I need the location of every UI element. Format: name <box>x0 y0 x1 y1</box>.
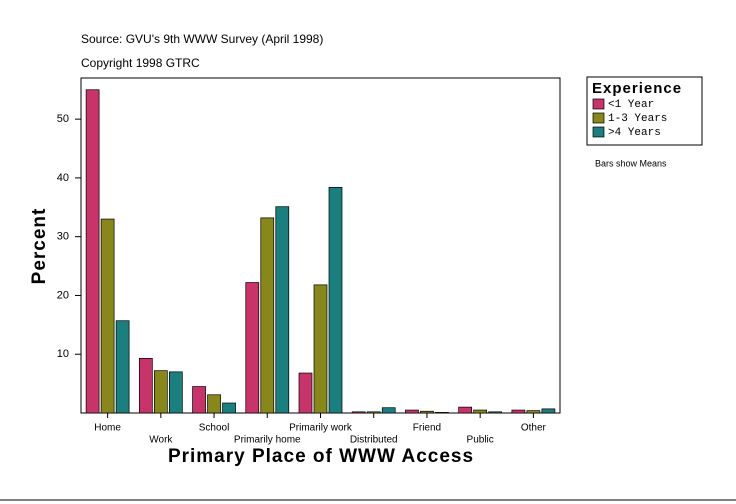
bar <box>115 320 130 414</box>
y-tick-label: 20 <box>57 289 69 301</box>
x-tick-label: Distributed <box>350 435 398 446</box>
bar <box>260 217 275 414</box>
bar <box>207 394 221 414</box>
x-tick-label: Home <box>94 423 121 434</box>
bar <box>222 402 236 414</box>
bar <box>168 371 183 414</box>
y-tick-label: 50 <box>57 113 69 125</box>
x-tick-label: School <box>199 423 230 434</box>
x-tick-label: Primarily work <box>289 423 353 434</box>
x-axis-label: Primary Place of WWW Access <box>168 446 474 467</box>
bar <box>275 206 290 414</box>
bar <box>420 410 434 414</box>
bar <box>488 411 503 414</box>
bar <box>245 282 260 414</box>
bar <box>313 284 328 414</box>
bar <box>405 409 419 414</box>
note: Bars show Means <box>595 158 667 168</box>
bar <box>435 412 449 414</box>
bar <box>328 186 343 414</box>
bar <box>192 386 206 414</box>
bar <box>366 411 381 414</box>
bar <box>100 218 115 414</box>
legend-swatch <box>592 126 605 138</box>
bar <box>138 357 153 414</box>
bar <box>458 406 473 414</box>
bar <box>298 372 313 414</box>
legend-title: Experience <box>592 80 682 97</box>
bar <box>85 89 100 414</box>
x-tick-label: Public <box>467 435 494 446</box>
bar <box>511 409 526 414</box>
bar <box>473 409 488 414</box>
legend-label: 1-3 Years <box>608 113 667 125</box>
legend-label: <1 Year <box>608 99 654 111</box>
bar <box>153 370 168 414</box>
bar <box>526 410 541 414</box>
y-axis-label: Percent <box>29 208 50 285</box>
x-tick-label: Other <box>521 423 547 434</box>
y-tick-label: 40 <box>57 172 69 184</box>
legend-swatch <box>592 112 605 124</box>
x-tick-label: Primarily home <box>234 435 301 446</box>
legend-label: >4 Years <box>608 127 661 139</box>
bar <box>541 408 556 414</box>
x-tick-label: Friend <box>413 423 441 434</box>
chart-title: Source: GVU's 9th WWW Survey (April 1998… <box>81 32 323 46</box>
y-tick-label: 10 <box>57 348 69 360</box>
y-tick-label: 30 <box>57 231 69 243</box>
legend-swatch <box>592 98 605 110</box>
legend-box <box>586 76 703 146</box>
x-tick-label: Work <box>149 435 173 446</box>
bar <box>381 407 396 414</box>
bar <box>351 411 366 414</box>
chart-subtitle: Copyright 1998 GTRC <box>81 56 200 70</box>
